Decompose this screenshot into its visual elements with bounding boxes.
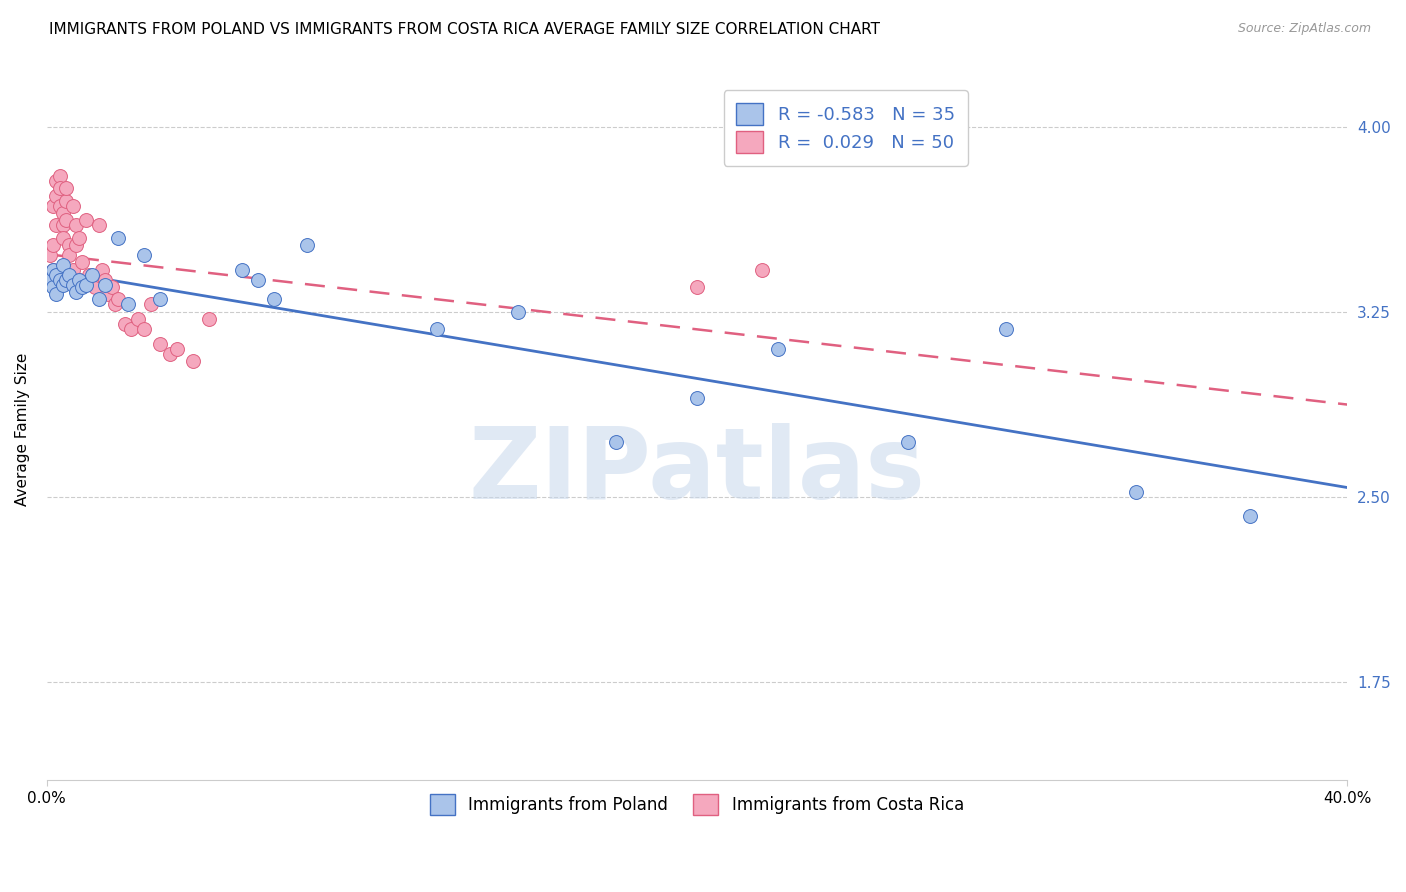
Point xyxy=(45,189,67,203)
Point xyxy=(117,297,139,311)
Point xyxy=(897,435,920,450)
Point xyxy=(42,199,65,213)
Point xyxy=(181,354,204,368)
Point xyxy=(58,248,80,262)
Point xyxy=(87,219,110,233)
Point xyxy=(104,297,127,311)
Point xyxy=(72,280,94,294)
Point xyxy=(72,255,94,269)
Legend: Immigrants from Poland, Immigrants from Costa Rica: Immigrants from Poland, Immigrants from … xyxy=(420,784,974,825)
Point xyxy=(45,268,67,282)
Point xyxy=(100,280,122,294)
Point xyxy=(48,169,70,183)
Point xyxy=(48,199,70,213)
Point xyxy=(107,231,129,245)
Point xyxy=(127,312,149,326)
Point xyxy=(75,213,97,227)
Point xyxy=(67,273,90,287)
Point xyxy=(768,342,790,356)
Point xyxy=(52,206,75,220)
Point xyxy=(55,181,77,195)
Point xyxy=(114,317,136,331)
Point xyxy=(139,297,162,311)
Text: ZIPatlas: ZIPatlas xyxy=(468,423,925,519)
Point xyxy=(87,268,110,282)
Point xyxy=(295,238,318,252)
Point xyxy=(686,280,709,294)
Point xyxy=(39,273,62,287)
Point xyxy=(134,248,156,262)
Point xyxy=(605,435,627,450)
Point xyxy=(45,287,67,301)
Point xyxy=(45,174,67,188)
Point xyxy=(62,277,84,292)
Point xyxy=(58,238,80,252)
Point xyxy=(55,213,77,227)
Point xyxy=(94,277,117,292)
Point xyxy=(55,194,77,208)
Point xyxy=(42,262,65,277)
Point xyxy=(52,231,75,245)
Point xyxy=(55,273,77,287)
Point xyxy=(107,293,129,307)
Point xyxy=(48,181,70,195)
Point xyxy=(39,273,62,287)
Point xyxy=(198,312,221,326)
Point xyxy=(149,293,172,307)
Point xyxy=(75,277,97,292)
Point xyxy=(231,262,253,277)
Point xyxy=(686,391,709,405)
Point xyxy=(52,277,75,292)
Point xyxy=(263,293,285,307)
Point xyxy=(508,304,530,318)
Point xyxy=(42,280,65,294)
Y-axis label: Average Family Size: Average Family Size xyxy=(15,352,30,506)
Point xyxy=(751,262,773,277)
Point xyxy=(42,262,65,277)
Point xyxy=(82,268,104,282)
Text: IMMIGRANTS FROM POLAND VS IMMIGRANTS FROM COSTA RICA AVERAGE FAMILY SIZE CORRELA: IMMIGRANTS FROM POLAND VS IMMIGRANTS FRO… xyxy=(49,22,880,37)
Point xyxy=(134,322,156,336)
Point xyxy=(67,273,90,287)
Point xyxy=(42,238,65,252)
Point xyxy=(65,285,87,299)
Point xyxy=(94,273,117,287)
Point xyxy=(97,287,120,301)
Point xyxy=(45,219,67,233)
Point xyxy=(426,322,449,336)
Point xyxy=(120,322,142,336)
Point xyxy=(62,199,84,213)
Point xyxy=(52,219,75,233)
Point xyxy=(58,268,80,282)
Point xyxy=(82,273,104,287)
Point xyxy=(159,346,181,360)
Point xyxy=(67,231,90,245)
Point xyxy=(87,293,110,307)
Text: Source: ZipAtlas.com: Source: ZipAtlas.com xyxy=(1237,22,1371,36)
Point xyxy=(994,322,1017,336)
Point xyxy=(39,248,62,262)
Point xyxy=(1239,509,1261,524)
Point xyxy=(149,336,172,351)
Point xyxy=(91,262,114,277)
Point xyxy=(62,262,84,277)
Point xyxy=(84,280,107,294)
Point xyxy=(65,219,87,233)
Point xyxy=(77,268,100,282)
Point xyxy=(65,238,87,252)
Point xyxy=(247,273,270,287)
Point xyxy=(52,258,75,272)
Point xyxy=(48,273,70,287)
Point xyxy=(166,342,188,356)
Point xyxy=(1125,484,1147,499)
